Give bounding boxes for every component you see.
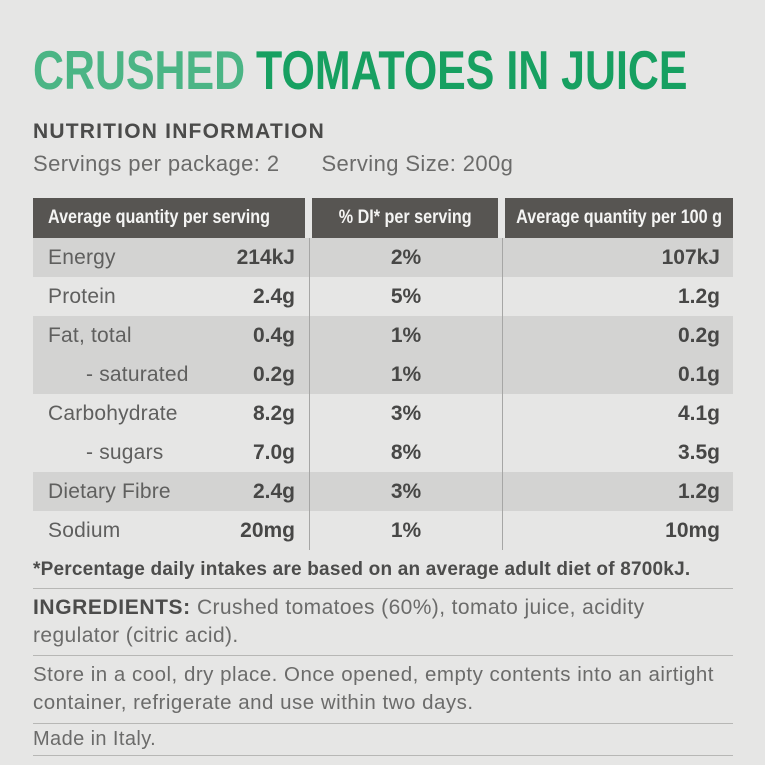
product-title-tomatoes-in-juice: TOMATOES IN JUICE bbox=[256, 39, 688, 101]
nutrition-table-header: Average quantity per serving % DI* per s… bbox=[33, 198, 733, 238]
divider bbox=[33, 723, 733, 724]
nutrient-name: Fat, total bbox=[48, 323, 132, 347]
serving-info-line: Servings per package: 2 Serving Size: 200… bbox=[33, 151, 733, 177]
per-100g-value: 107kJ bbox=[661, 245, 720, 269]
ingredients-label: INGREDIENTS: bbox=[33, 596, 191, 619]
di-value: 3% bbox=[309, 394, 503, 433]
divider bbox=[33, 655, 733, 656]
ingredients-paragraph: INGREDIENTS: Crushed tomatoes (60%), tom… bbox=[33, 594, 733, 650]
table-row: Energy 214kJ 2% 107kJ bbox=[33, 238, 733, 277]
nutrient-name: - sugars bbox=[86, 440, 164, 464]
di-value: 1% bbox=[309, 511, 503, 550]
per-100g-value: 3.5g bbox=[677, 440, 720, 464]
nutrient-name: Energy bbox=[48, 245, 116, 269]
per-serving-value: 214kJ bbox=[236, 245, 295, 269]
per-serving-value: 2.4g bbox=[252, 284, 295, 308]
nutrition-table-body: Energy 214kJ 2% 107kJ Protein 2.4g 5% 1.… bbox=[33, 238, 733, 550]
servings-per-package: Servings per package: 2 bbox=[33, 151, 280, 176]
nutrient-name: - saturated bbox=[86, 362, 189, 386]
ingredients-text: Crushed tomatoes (60%), tomato juice, ac… bbox=[33, 596, 645, 647]
per-100g-value: 0.2g bbox=[677, 323, 720, 347]
per-100g-value: 1.2g bbox=[677, 479, 720, 503]
per-serving-value: 2.4g bbox=[252, 479, 295, 503]
product-title: CRUSHED TOMATOES IN JUICE bbox=[33, 43, 688, 98]
per-100g-value: 10mg bbox=[665, 518, 720, 542]
per-serving-value: 8.2g bbox=[252, 401, 295, 425]
per-serving-value: 7.0g bbox=[252, 440, 295, 464]
table-row: Sodium 20mg 1% 10mg bbox=[33, 511, 733, 550]
per-100g-value: 1.2g bbox=[677, 284, 720, 308]
nutrient-name: Dietary Fibre bbox=[48, 479, 171, 503]
table-row: Protein 2.4g 5% 1.2g bbox=[33, 277, 733, 316]
nutrition-table: Average quantity per serving % DI* per s… bbox=[33, 198, 733, 550]
di-value: 8% bbox=[309, 433, 503, 472]
nutrition-information-heading: NUTRITION INFORMATION bbox=[33, 120, 325, 143]
serving-size: Serving Size: 200g bbox=[321, 151, 514, 176]
nutrient-name: Carbohydrate bbox=[48, 401, 178, 425]
table-row: Dietary Fibre 2.4g 3% 1.2g bbox=[33, 472, 733, 511]
di-value: 1% bbox=[309, 316, 503, 355]
table-row: - sugars 7.0g 8% 3.5g bbox=[33, 433, 733, 472]
per-100g-value: 4.1g bbox=[677, 401, 720, 425]
table-row: - saturated 0.2g 1% 0.1g bbox=[33, 355, 733, 394]
di-value: 2% bbox=[309, 238, 503, 277]
product-label: CRUSHED TOMATOES IN JUICE NUTRITION INFOR… bbox=[33, 43, 733, 756]
table-row: Fat, total 0.4g 1% 0.2g bbox=[33, 316, 733, 355]
header-per-100g: Average quantity per 100 g bbox=[505, 198, 733, 238]
header-di-per-serving: % DI* per serving bbox=[312, 198, 498, 238]
di-value: 1% bbox=[309, 355, 503, 394]
product-title-crushed: CRUSHED bbox=[33, 39, 246, 101]
per-serving-value: 0.2g bbox=[252, 362, 295, 386]
per-serving-value: 20mg bbox=[240, 518, 295, 542]
table-row: Carbohydrate 8.2g 3% 4.1g bbox=[33, 394, 733, 433]
country-of-origin: Made in Italy. bbox=[33, 728, 157, 750]
per-100g-value: 0.1g bbox=[677, 362, 720, 386]
per-serving-value: 0.4g bbox=[252, 323, 295, 347]
storage-instructions: Store in a cool, dry place. Once opened,… bbox=[33, 663, 714, 714]
nutrient-name: Sodium bbox=[48, 518, 121, 542]
divider bbox=[33, 755, 733, 756]
header-per-serving: Average quantity per serving bbox=[33, 198, 305, 238]
divider bbox=[33, 588, 733, 589]
nutrient-name: Protein bbox=[48, 284, 116, 308]
di-value: 5% bbox=[309, 277, 503, 316]
daily-intake-footnote: *Percentage daily intakes are based on a… bbox=[33, 559, 691, 580]
di-value: 3% bbox=[309, 472, 503, 511]
